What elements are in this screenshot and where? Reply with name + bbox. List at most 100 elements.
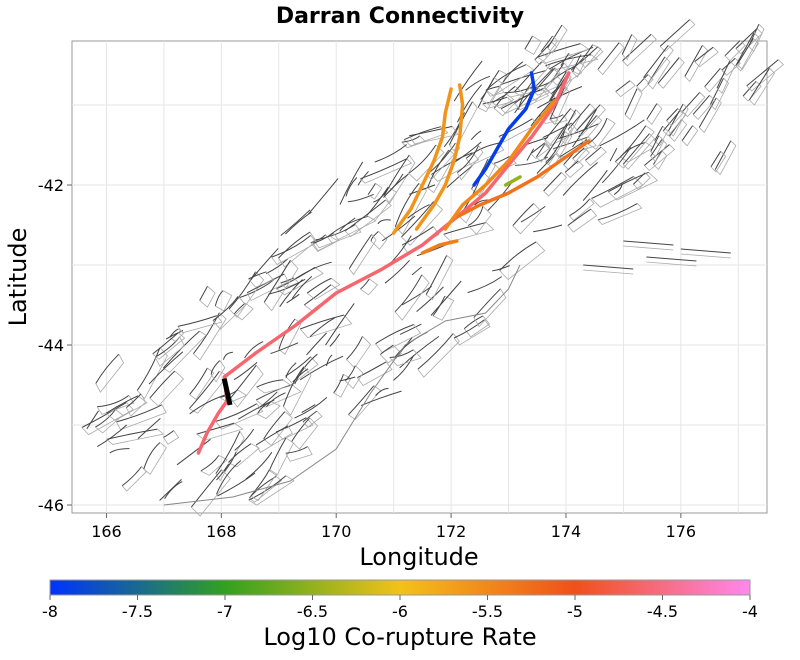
- fault-trace: [280, 209, 311, 236]
- fault-trace: [512, 203, 535, 227]
- fault-trace: [467, 206, 484, 227]
- fault-trace: [169, 328, 179, 338]
- fault-trace: [587, 118, 608, 145]
- colorbar-tick-label: -7: [217, 602, 233, 621]
- fault-dip-box: [425, 255, 454, 301]
- fault-dip-box: [636, 74, 654, 92]
- fault-trace: [583, 264, 634, 270]
- fault-trace: [463, 315, 484, 330]
- fault-dip-box: [152, 332, 186, 360]
- fault-dip-box: [492, 93, 515, 109]
- fault-trace: [291, 417, 311, 442]
- fault-dip-box: [345, 365, 364, 390]
- fault-trace: [746, 59, 779, 87]
- fault-trace: [137, 418, 161, 440]
- fault-trace: [121, 466, 143, 487]
- fault-dip-box: [285, 356, 319, 385]
- fault-trace: [704, 67, 721, 88]
- fault-trace: [572, 147, 585, 159]
- fault-trace: [654, 125, 664, 142]
- fault-trace: [357, 171, 369, 186]
- fault-trace: [427, 149, 450, 188]
- fault-trace: [312, 232, 334, 244]
- fault-dip-box: [394, 274, 430, 321]
- fault-dip-box: [427, 149, 456, 194]
- fault-trace: [215, 403, 258, 422]
- fault-dip-box: [463, 315, 491, 338]
- fault-trace: [313, 224, 356, 241]
- fault-dip-box: [177, 315, 223, 334]
- fault-dip-box: [597, 42, 625, 76]
- fault-trace: [163, 430, 175, 438]
- colorbar-tick-label: -4.5: [647, 602, 678, 621]
- fault-dip-box: [624, 88, 643, 121]
- fault-dip-box: [473, 288, 507, 328]
- fault-trace: [295, 261, 332, 280]
- fault-trace: [530, 97, 555, 127]
- coastline: [163, 264, 521, 506]
- fault-dip-box: [95, 354, 125, 393]
- fault-dip-box: [704, 68, 726, 93]
- fault-dip-box: [310, 234, 334, 253]
- fault-trace: [149, 370, 176, 399]
- fault-dip-box: [375, 324, 422, 354]
- source-fault: [221, 378, 233, 406]
- fault-dip-box: [597, 203, 643, 225]
- fault-dip-box: [542, 122, 579, 147]
- fault-dip-box: [215, 290, 233, 312]
- colorbar-tick-label: -8: [42, 602, 58, 621]
- fault-dip-box: [302, 410, 323, 428]
- fault-trace: [190, 469, 222, 508]
- fault-trace: [735, 28, 758, 49]
- fault-trace: [709, 77, 724, 105]
- fault-trace: [200, 455, 220, 472]
- fault-dip-box: [105, 395, 148, 421]
- rupture-upper-branch: [443, 99, 557, 231]
- fault-trace: [116, 404, 163, 423]
- fault-dip-box: [191, 469, 231, 517]
- fault-trace: [572, 109, 598, 148]
- fault-trace: [736, 38, 754, 65]
- fault-trace: [286, 293, 300, 304]
- fault-trace: [346, 336, 363, 360]
- fault-dip-box: [228, 443, 260, 468]
- fault-trace: [597, 202, 638, 221]
- fault-trace: [329, 333, 341, 347]
- fault-dip-box: [622, 34, 657, 67]
- fault-dip-box: [143, 442, 167, 475]
- fault-trace: [453, 60, 483, 102]
- fault-dip-box: [572, 147, 590, 165]
- fault-trace: [268, 278, 306, 295]
- fault-dip-box: [591, 176, 644, 208]
- fault-trace: [585, 146, 602, 161]
- fault-dip-box: [550, 114, 568, 125]
- colorbar-tick-label: -4: [742, 602, 758, 621]
- fault-dip-box: [456, 145, 484, 181]
- fault-dip-box: [633, 172, 651, 190]
- fault-trace: [547, 24, 563, 49]
- fault-dip-box: [615, 125, 655, 169]
- fault-trace: [411, 266, 422, 276]
- fault-dip-box: [219, 389, 248, 404]
- fault-trace: [615, 80, 631, 92]
- fault-dip-box: [698, 97, 722, 134]
- fault-dip-box: [742, 81, 762, 102]
- fault-trace: [263, 259, 291, 303]
- fault-trace: [550, 114, 564, 119]
- fault-dip-box: [212, 296, 247, 330]
- fault-trace: [659, 19, 691, 47]
- fault-trace: [520, 205, 546, 223]
- fault-trace: [383, 173, 409, 198]
- fault-dip-box: [215, 403, 264, 430]
- fault-trace: [543, 172, 562, 192]
- fault-trace: [310, 234, 327, 244]
- fault-trace: [467, 276, 502, 294]
- fault-trace: [280, 277, 295, 284]
- fault-dip-box: [735, 32, 760, 72]
- fault-trace: [366, 186, 389, 216]
- fault-dip-box: [576, 104, 606, 136]
- fault-trace: [394, 274, 423, 313]
- fault-trace: [582, 169, 608, 202]
- fault-trace: [299, 355, 344, 381]
- fault-dip-box: [621, 34, 638, 61]
